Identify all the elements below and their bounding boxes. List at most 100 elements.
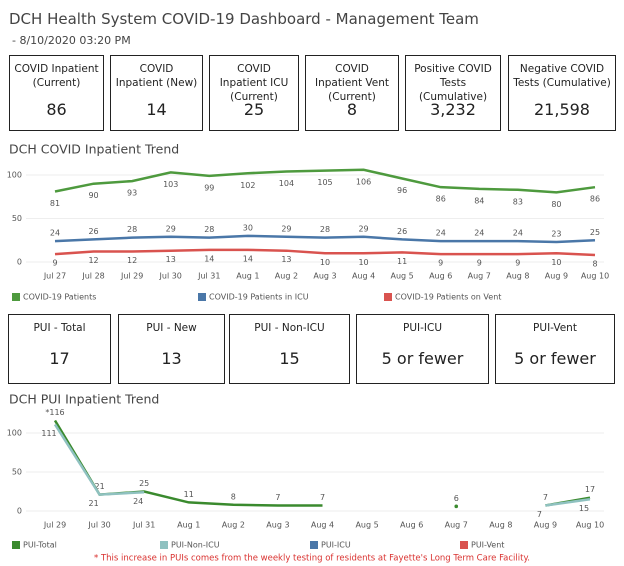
data-label: 9	[52, 259, 57, 268]
data-label: 10	[320, 258, 330, 267]
data-label: 24	[436, 229, 446, 238]
kpi-label: COVID Inpatient (New)	[115, 63, 198, 89]
series-line	[54, 168, 596, 194]
x-tick-label: Jul 29	[43, 521, 66, 530]
kpi-value: 5 or fewer	[514, 349, 596, 368]
data-label: 104	[279, 179, 294, 188]
data-label: 7	[537, 510, 542, 519]
data-label: 29	[358, 224, 368, 233]
legend-label: PUI-ICU	[321, 541, 351, 550]
x-tick-label: Aug 3	[266, 521, 289, 530]
x-tick-label: Aug 5	[355, 521, 378, 530]
kpi-card: COVID Inpatient (New) 14	[110, 55, 203, 131]
kpi-label: COVID Inpatient ICU (Current)	[219, 63, 289, 103]
data-label: 28	[204, 225, 214, 234]
kpi-value: 14	[146, 100, 167, 119]
kpi-value: 25	[243, 100, 265, 119]
x-tick-label: Aug 10	[576, 521, 604, 530]
x-tick-label: Aug 7	[445, 521, 468, 530]
y-tick-label: 50	[12, 468, 22, 477]
x-tick-label: Aug 9	[534, 521, 557, 530]
data-label: 11	[184, 490, 194, 499]
data-label: 17	[585, 485, 595, 494]
data-label: 25	[590, 228, 600, 237]
x-tick-label: Aug 7	[468, 272, 491, 281]
x-tick-label: Aug 8	[506, 272, 529, 281]
kpi-card: Negative COVID Tests (Cumulative) 21,598	[508, 55, 616, 131]
kpi-card: COVID Inpatient Vent (Current) 8	[305, 55, 399, 131]
data-label: 111	[41, 429, 56, 438]
data-label: 24	[474, 229, 484, 238]
data-label: 25	[139, 479, 149, 488]
data-label: 99	[204, 183, 214, 192]
kpi-value: 13	[161, 349, 182, 368]
data-label: 86	[590, 195, 600, 204]
data-label: 84	[474, 196, 484, 205]
y-tick-label: 100	[7, 429, 22, 438]
x-tick-label: Aug 10	[581, 272, 609, 281]
x-tick-label: Aug 2	[275, 272, 298, 281]
y-tick-label: 50	[12, 214, 22, 223]
x-tick-label: Aug 3	[313, 272, 336, 281]
chart-title: DCH COVID Inpatient Trend	[9, 142, 179, 157]
data-label: 102	[240, 181, 255, 190]
data-label: 23	[551, 229, 561, 238]
data-label: 7	[275, 493, 280, 502]
dashboard-subtitle: - 8/10/2020 03:20 PM	[12, 34, 131, 47]
x-tick-label: Aug 1	[177, 521, 200, 530]
series-line	[54, 234, 596, 244]
data-label: 7	[320, 493, 325, 502]
data-label: 83	[513, 197, 523, 206]
kpi-label: COVID Inpatient (Current)	[14, 63, 99, 89]
series-point	[454, 504, 459, 509]
chart-title: DCH PUI Inpatient Trend	[9, 392, 159, 407]
data-label: 24	[513, 229, 523, 238]
legend-swatch	[384, 293, 392, 301]
kpi-label: PUI - Non-ICU	[254, 322, 325, 334]
data-label: 96	[397, 186, 407, 195]
data-label: *116	[45, 408, 64, 417]
x-tick-label: Aug 9	[545, 272, 568, 281]
kpi-card: PUI - Total 17	[8, 314, 111, 384]
data-label: 24	[50, 229, 60, 238]
data-label: 21	[94, 482, 104, 491]
kpi-value: 3,232	[430, 100, 476, 119]
data-label: 9	[477, 259, 482, 268]
x-tick-label: Aug 5	[391, 272, 414, 281]
kpi-value: 17	[49, 349, 70, 368]
legend-swatch	[12, 541, 20, 549]
kpi-label: PUI - New	[146, 322, 197, 334]
x-tick-label: Jul 27	[43, 272, 66, 281]
kpi-label: COVID Inpatient Vent (Current)	[314, 63, 390, 103]
data-label: 21	[88, 499, 98, 508]
data-label: 14	[204, 254, 214, 263]
data-label: 105	[317, 178, 332, 187]
x-tick-label: Aug 8	[489, 521, 512, 530]
kpi-value: 86	[46, 100, 67, 119]
kpi-label: Negative COVID Tests (Cumulative)	[513, 63, 611, 89]
kpi-card: COVID Inpatient (Current) 86	[9, 55, 104, 131]
data-label: 29	[281, 224, 291, 233]
x-tick-label: Aug 6	[400, 521, 423, 530]
data-label: 13	[281, 255, 291, 264]
data-label: 103	[163, 180, 178, 189]
y-tick-label: 100	[7, 171, 22, 180]
kpi-card: Positive COVID Tests (Cumulative) 3,232	[405, 55, 501, 131]
data-label: 26	[397, 227, 407, 236]
kpi-value: 5 or fewer	[381, 349, 464, 368]
data-label: 106	[356, 177, 371, 186]
data-label: 28	[320, 225, 330, 234]
kpi-value: 15	[279, 349, 300, 368]
legend-swatch	[160, 541, 168, 549]
y-tick-label: 0	[17, 507, 22, 516]
data-label: 8	[231, 492, 236, 501]
series-line	[54, 248, 596, 257]
data-label: 14	[243, 254, 253, 263]
legend-swatch	[198, 293, 206, 301]
x-tick-label: Jul 31	[132, 521, 155, 530]
data-label: 9	[515, 259, 520, 268]
data-label: 26	[88, 227, 98, 236]
data-label: 6	[454, 494, 459, 503]
legend-label: COVID-19 Patients in ICU	[209, 293, 309, 302]
